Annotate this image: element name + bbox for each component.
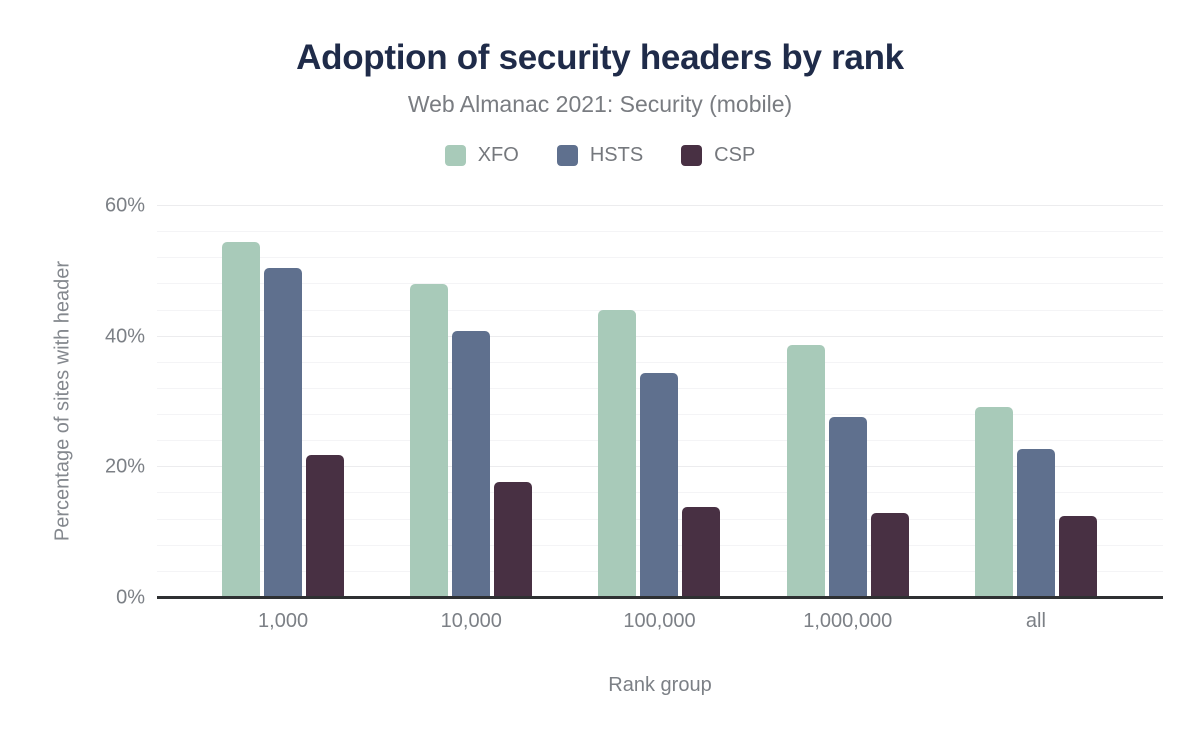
legend-label: CSP (714, 143, 756, 166)
legend: XFO HSTS CSP (0, 142, 1200, 168)
bar-group-100000 (598, 309, 721, 598)
bar-xfo-1000[interactable] (222, 241, 261, 598)
x-tick-label: 1,000 (258, 610, 309, 632)
legend-item-hsts[interactable]: HSTS (556, 143, 644, 167)
chart-subtitle: Web Almanac 2021: Security (mobile) (407, 91, 793, 117)
bar-hsts-100000[interactable] (640, 372, 679, 598)
legend-swatch-csp (681, 144, 703, 166)
gridline-minor (157, 257, 1163, 259)
legend-swatch-hsts (556, 144, 578, 166)
x-axis-title: Rank group (608, 674, 712, 696)
gridline-minor (157, 231, 1163, 233)
gridline-minor (157, 361, 1163, 363)
bar-group-1000 (222, 241, 345, 598)
bar-csp-10000[interactable] (494, 482, 533, 598)
y-tick-label: 0% (116, 586, 145, 609)
x-tick-label: 1,000,000 (803, 610, 893, 632)
bar-csp-1000000[interactable] (870, 513, 909, 598)
bar-xfo-10000[interactable] (410, 283, 449, 598)
legend-item-csp[interactable]: CSP (681, 144, 755, 167)
x-tick-labels: 1,000 10,000 100,000 1,000,000 all (157, 610, 1163, 636)
x-tick-label: 10,000 (440, 610, 502, 632)
bar-xfo-1000000[interactable] (786, 345, 825, 598)
chart-title: Adoption of security headers by rank (296, 38, 904, 77)
bar-csp-1000[interactable] (306, 454, 345, 598)
bar-group-1000000 (786, 345, 909, 598)
bar-csp-all[interactable] (1058, 516, 1097, 598)
bar-xfo-100000[interactable] (598, 309, 637, 598)
y-tick-labels: 0% 20% 40% 60% (0, 195, 145, 609)
x-tick-label: all (1025, 610, 1046, 632)
gridline-minor (157, 283, 1163, 285)
bar-xfo-all[interactable] (974, 406, 1013, 598)
bar-hsts-all[interactable] (1016, 449, 1055, 598)
x-axis-line (157, 596, 1163, 599)
bar-hsts-1000[interactable] (264, 268, 303, 598)
gridline-major (157, 335, 1163, 337)
bar-group-all (974, 406, 1097, 598)
bar-csp-100000[interactable] (682, 507, 721, 598)
legend-swatch-xfo (444, 144, 466, 166)
gridline-major (157, 205, 1163, 206)
bar-group-10000 (410, 283, 533, 598)
x-tick-label: 100,000 (623, 610, 696, 632)
plot-area (157, 205, 1163, 599)
legend-label: HSTS (589, 143, 644, 166)
y-tick-label: 40% (104, 325, 145, 348)
bar-hsts-1000000[interactable] (828, 417, 867, 598)
gridline-minor (157, 309, 1163, 311)
bar-hsts-10000[interactable] (452, 330, 491, 598)
y-tick-label: 60% (104, 194, 145, 217)
legend-item-xfo[interactable]: XFO (444, 143, 519, 167)
y-tick-label: 20% (104, 455, 145, 478)
legend-label: XFO (477, 143, 519, 166)
